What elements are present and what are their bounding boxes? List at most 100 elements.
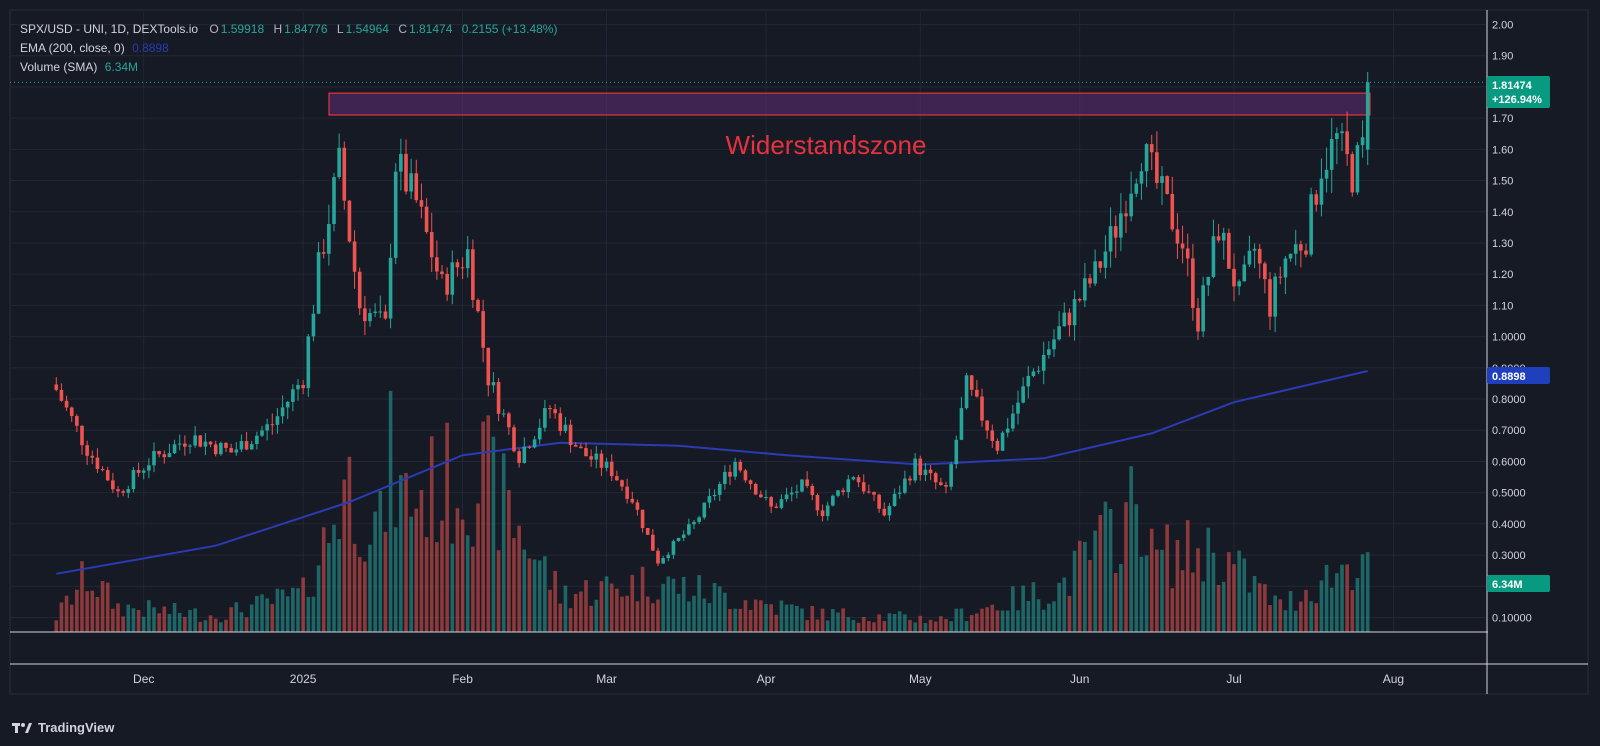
candle-body <box>270 424 275 426</box>
candle-body <box>939 482 943 486</box>
time-axis[interactable]: Dec 2025 Feb Mar Apr May Jun Jul Aug <box>133 672 1404 686</box>
candle-body <box>167 453 172 458</box>
candle-body <box>568 424 573 446</box>
legend-ema-row[interactable]: EMA (200, close, 0) 0.8898 <box>20 39 557 58</box>
candle-body <box>1227 232 1231 269</box>
candle-body <box>537 427 542 440</box>
candle-body <box>1041 354 1046 371</box>
tradingview-logo[interactable]: TradingView <box>12 720 114 735</box>
volume-bar <box>795 606 799 632</box>
volume-bar <box>1257 583 1262 632</box>
candle-body <box>681 534 686 538</box>
volume-bar <box>676 593 681 632</box>
volume-bar <box>954 608 959 632</box>
legend-symbol[interactable]: SPX/USD - UNI, 1D, DEXTools.io <box>20 22 199 36</box>
candle-body <box>157 451 161 455</box>
candle-body <box>177 443 182 445</box>
volume-bar <box>455 508 460 632</box>
volume-bar <box>1129 466 1133 632</box>
y-tick-label: 1.0000 <box>1492 332 1526 344</box>
x-tick-label: Mar <box>596 672 617 686</box>
legend-ohlc-row[interactable]: SPX/USD - UNI, 1D, DEXTools.io O 1.59918 … <box>20 20 557 39</box>
candle-body <box>121 491 125 493</box>
candle-body <box>404 153 408 192</box>
candle-body <box>419 200 424 207</box>
volume-bar <box>1052 601 1056 632</box>
volume-bar <box>296 588 300 632</box>
legend-volume-row[interactable]: Volume (SMA) 6.34M <box>20 58 557 77</box>
volume-bar <box>604 576 609 632</box>
volume-bar <box>1268 605 1272 632</box>
volume-bar <box>543 556 547 632</box>
candle-body <box>424 206 429 233</box>
candle-body <box>579 446 583 449</box>
candle-body <box>995 440 1000 451</box>
candle-body <box>1062 312 1067 327</box>
candle-body <box>1252 248 1257 251</box>
candle-body <box>244 441 249 450</box>
volume-bar <box>152 607 156 632</box>
volume-bar <box>563 585 568 632</box>
volume-bar <box>743 600 748 632</box>
volume-bar <box>1309 601 1313 632</box>
legend-low-label: L <box>336 22 344 36</box>
candle-body <box>1057 326 1061 340</box>
volume-bar <box>939 616 943 632</box>
candle-body <box>558 413 563 431</box>
volume-bar <box>1247 592 1252 632</box>
candle-body <box>136 470 141 473</box>
volume-bar <box>584 580 588 632</box>
candle-body <box>1160 176 1164 183</box>
volume-bar <box>969 615 974 632</box>
volume-bar <box>599 581 604 632</box>
y-tick-label: 2.00 <box>1492 19 1513 31</box>
volume-bar <box>249 604 254 632</box>
volume-bar <box>445 422 449 632</box>
volume-bar <box>568 608 573 632</box>
volume-bar <box>558 603 563 632</box>
volume-bar <box>1304 589 1308 632</box>
volume-bar <box>332 524 336 632</box>
candle-body <box>435 257 439 272</box>
candle-body <box>90 455 95 458</box>
volume-bar <box>1021 585 1025 632</box>
volume-bar <box>944 619 948 632</box>
volume-bar <box>208 615 213 632</box>
y-tick-label: 1.90 <box>1492 51 1513 63</box>
volume-bar <box>1355 578 1360 632</box>
candle-body <box>697 517 701 522</box>
volume-bar <box>594 599 599 632</box>
volume-bar <box>1016 610 1020 632</box>
volume-bar <box>1211 552 1216 632</box>
candle-body <box>388 257 393 319</box>
volume-bar <box>527 558 532 632</box>
volume-bar <box>1000 610 1005 632</box>
candle-body <box>1365 82 1370 150</box>
candle-body <box>985 420 989 431</box>
candle-body <box>892 493 897 507</box>
volume-bar <box>861 617 866 632</box>
candle-body <box>1077 298 1082 301</box>
volume-bar <box>717 586 722 632</box>
candle-body <box>1031 371 1036 376</box>
volume-bar <box>1324 564 1329 632</box>
candle-body <box>764 497 768 499</box>
volume-bar <box>1180 570 1185 632</box>
volume-bar <box>625 595 629 632</box>
volume-bar <box>465 535 470 632</box>
volume-bar <box>692 595 696 632</box>
candle-body <box>517 451 521 463</box>
candle-body <box>692 521 696 525</box>
volume-bar <box>198 621 203 632</box>
volume-bar <box>1057 582 1061 632</box>
price-axis[interactable]: 2.001.901.801.701.601.501.401.301.201.10… <box>1492 19 1532 624</box>
volume-bar <box>887 613 892 632</box>
volume-bar <box>59 602 64 632</box>
volume-bar <box>404 473 408 632</box>
volume-bar <box>867 621 871 632</box>
candle-body <box>645 527 650 535</box>
volume-badge <box>1487 575 1550 592</box>
volume-bar <box>928 619 933 632</box>
candle-body <box>1175 229 1180 244</box>
